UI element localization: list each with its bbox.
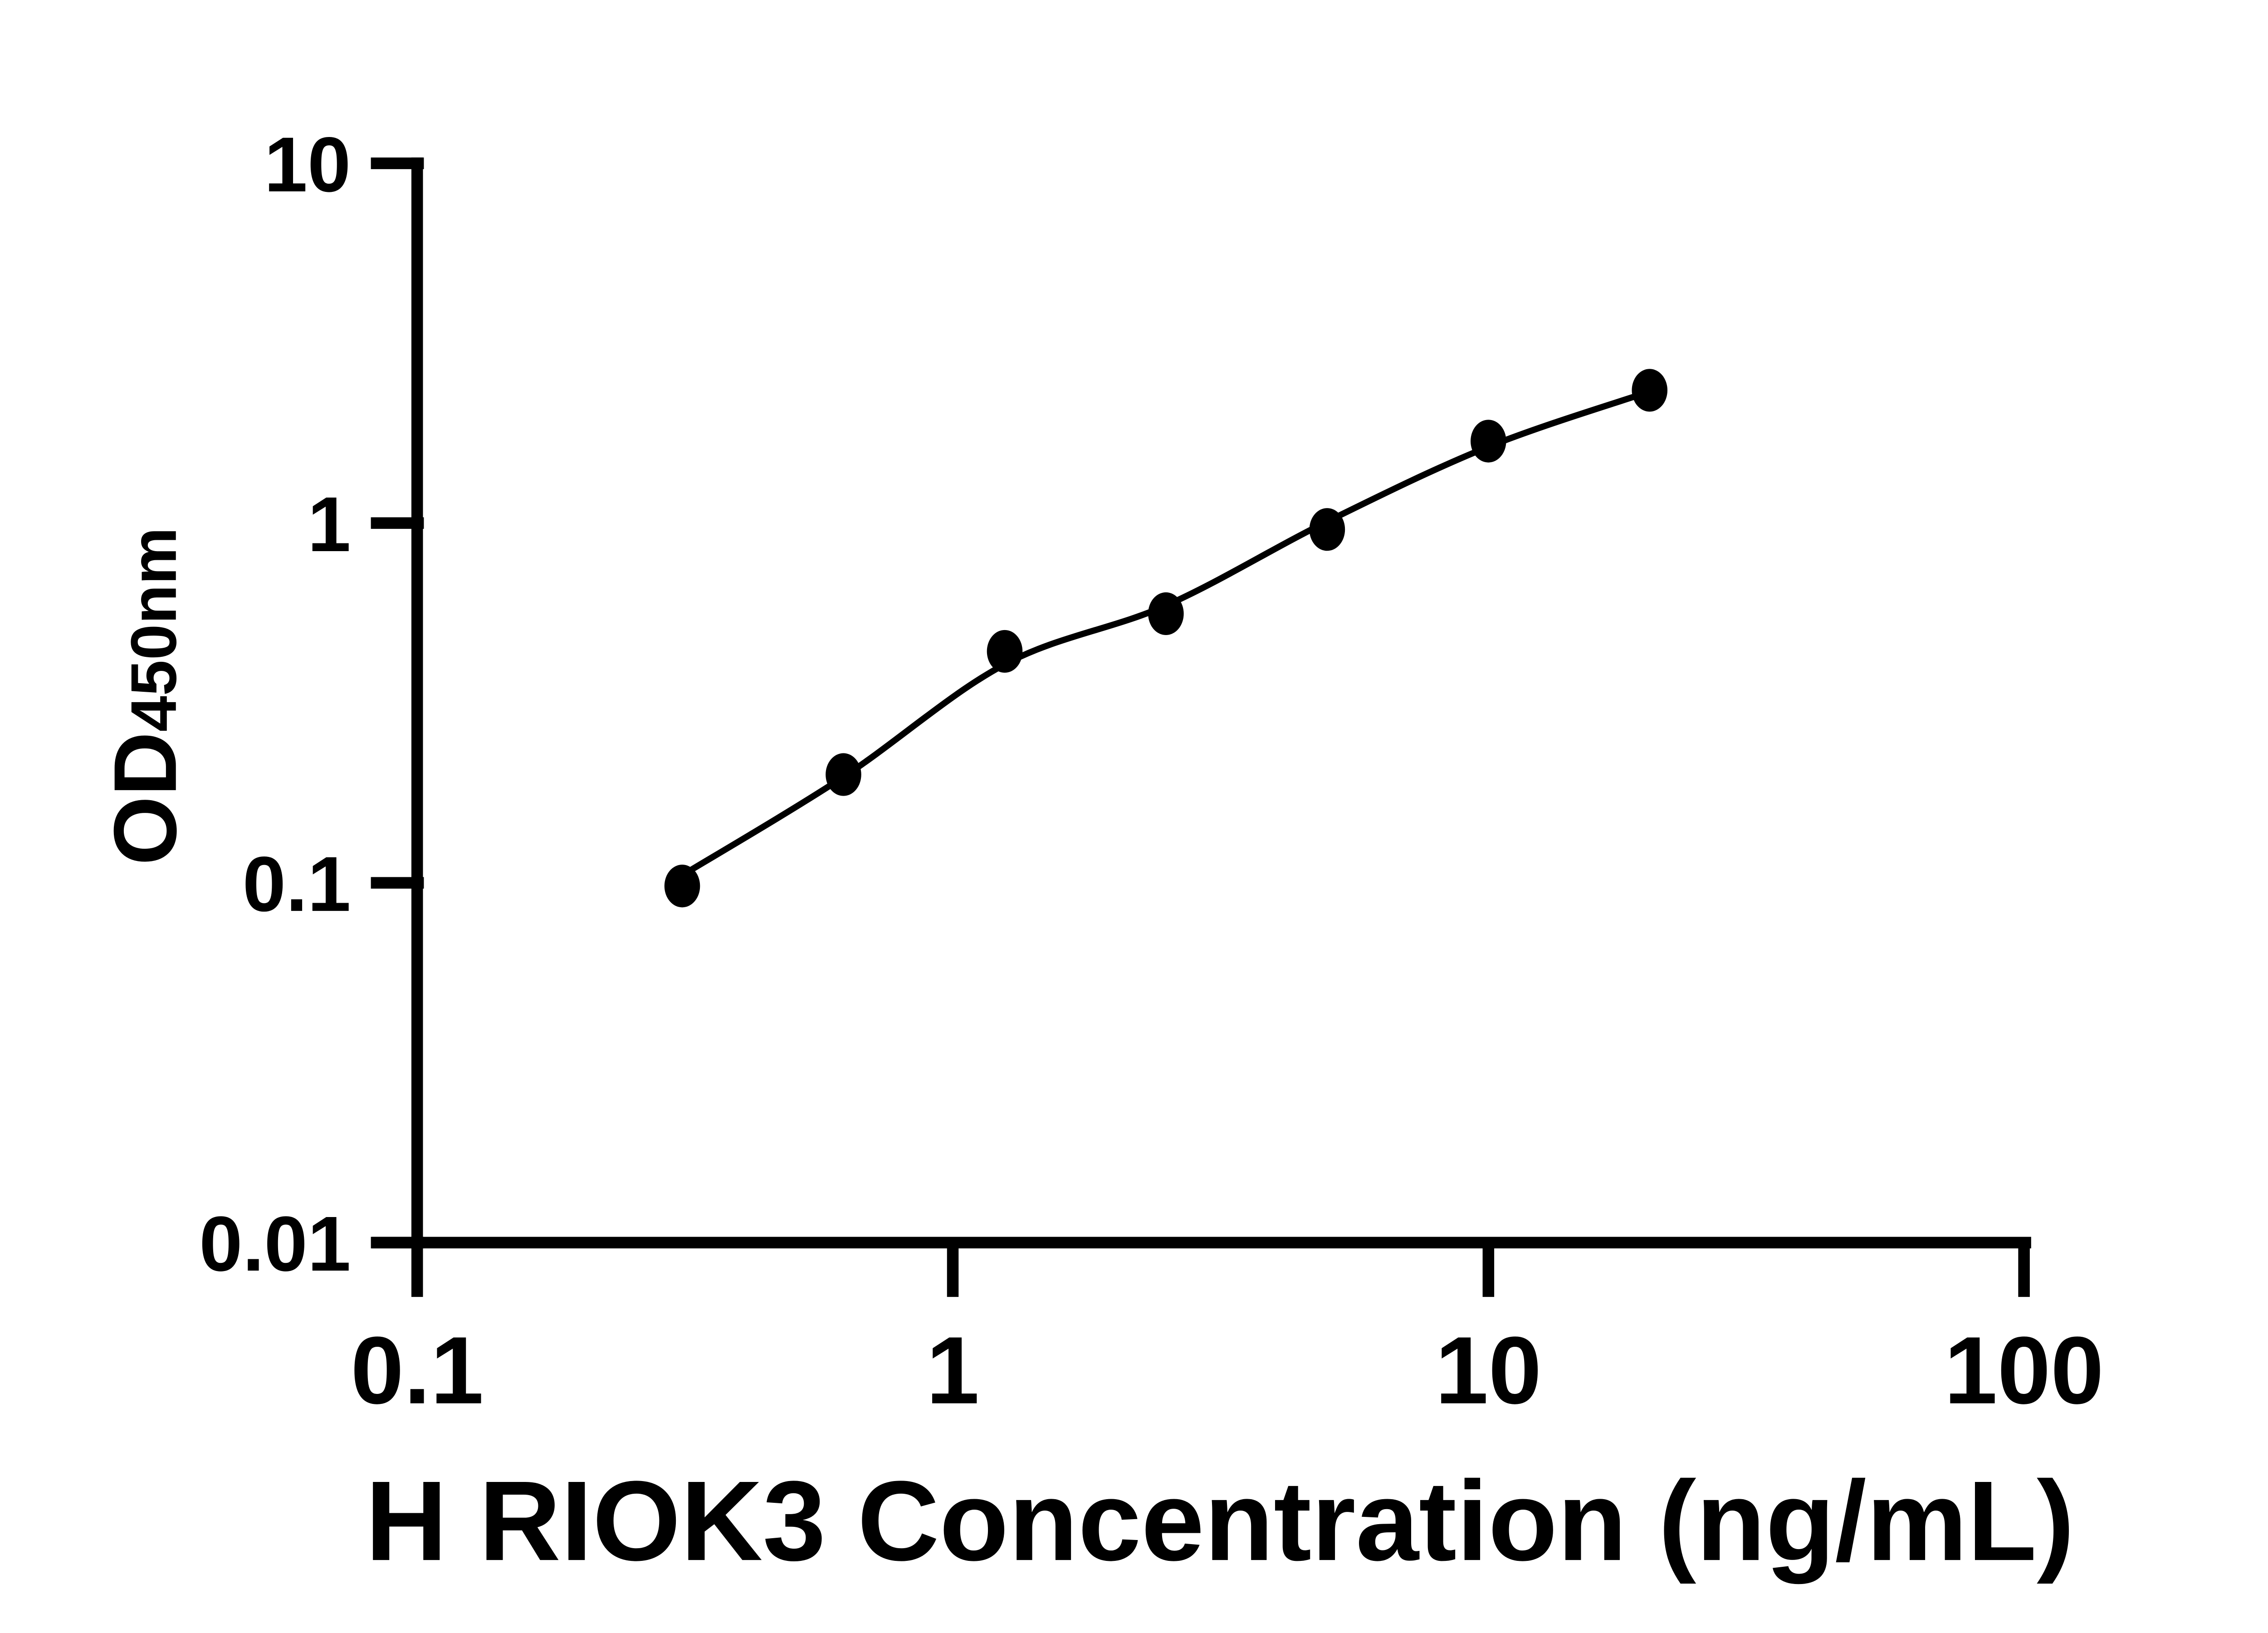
data-point-7 <box>1632 369 1667 412</box>
y-tick-label-0.1: 0.1 <box>243 841 351 928</box>
x-tick-label-1: 1 <box>926 1317 979 1424</box>
data-point-3 <box>987 630 1023 673</box>
y-axis-title-subscript: 450nm <box>118 527 190 732</box>
y-tick-label-1: 1 <box>308 481 351 568</box>
data-point-1 <box>664 865 700 908</box>
y-tick-label-0.01: 0.01 <box>199 1201 351 1287</box>
y-axis-title-main: OD <box>95 732 195 865</box>
data-point-6 <box>1471 420 1506 463</box>
x-axis-ticks: 0.1 1 10 100 <box>351 1242 2104 1424</box>
y-axis-title: OD450nm <box>95 527 195 865</box>
data-points-group <box>664 369 1667 908</box>
x-tick-label-100: 100 <box>1944 1317 2104 1424</box>
data-point-4 <box>1148 592 1184 636</box>
x-tick-label-0.1: 0.1 <box>351 1317 484 1424</box>
x-tick-label-10: 10 <box>1435 1317 1542 1424</box>
y-axis-ticks: 10 1 0.1 0.01 <box>199 122 424 1287</box>
x-axis-title: H RIOK3 Concentration (ng/mL) <box>365 1457 2074 1584</box>
data-point-5 <box>1309 508 1345 551</box>
data-point-2 <box>826 753 861 796</box>
y-tick-label-10: 10 <box>264 122 351 208</box>
